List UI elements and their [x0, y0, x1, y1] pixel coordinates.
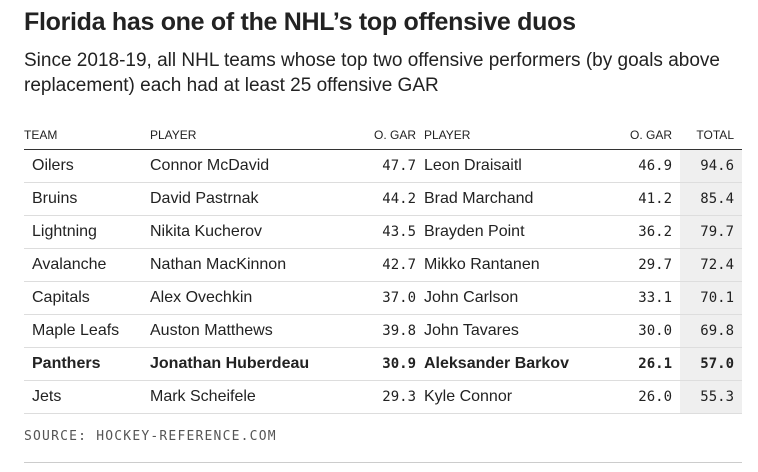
duos-table: TEAM PLAYER O. GAR PLAYER O. GAR TOTAL O…	[24, 126, 742, 414]
gar-1-cell: 43.5	[356, 215, 424, 249]
header-player-1: PLAYER	[150, 126, 356, 150]
gar-2-cell: 36.2	[622, 215, 680, 249]
table-body: Oilers Connor McDavid 47.7 Leon Draisaitl 46…	[24, 149, 742, 414]
player-1-cell: Nathan MacKinnon	[150, 248, 356, 282]
total-cell: 85.4	[680, 182, 742, 216]
table-row: Lightning Nikita Kucherov 43.5 Brayden Poin…	[24, 215, 742, 249]
gar-2-cell: 41.2	[622, 182, 680, 216]
gar-1-cell: 47.7	[356, 149, 424, 183]
team-cell: Capitals	[24, 281, 150, 315]
gar-2-cell: 29.7	[622, 248, 680, 282]
player-2-cell: John Tavares	[424, 314, 622, 348]
player-2-cell: Brayden Point	[424, 215, 622, 249]
team-cell: Panthers	[24, 347, 150, 381]
header-gar-2: O. GAR	[622, 126, 680, 150]
source-note: SOURCE: HOCKEY-REFERENCE.COM	[24, 429, 277, 444]
player-2-cell: Brad Marchand	[424, 182, 622, 216]
table-row: Capitals Alex Ovechkin 37.0 John Carlson 33.…	[24, 281, 742, 315]
table-row: Maple Leafs Auston Matthews 39.8 John Tavar…	[24, 314, 742, 348]
header-gar-1: O. GAR	[356, 126, 424, 150]
team-cell: Oilers	[24, 149, 150, 183]
team-cell: Jets	[24, 380, 150, 414]
player-1-cell: Auston Matthews	[150, 314, 356, 348]
table-row: Jets Mark Scheifele 29.3 Kyle Connor 26.0 55.…	[24, 380, 742, 414]
chart-title: Florida has one of the NHL’s top offensi…	[24, 8, 576, 36]
total-cell: 70.1	[680, 281, 742, 315]
table-row: Bruins David Pastrnak 44.2 Brad Marchand 41.…	[24, 182, 742, 216]
header-total: TOTAL	[680, 126, 742, 150]
gar-1-cell: 30.9	[356, 347, 424, 381]
player-2-cell: John Carlson	[424, 281, 622, 315]
player-1-cell: Nikita Kucherov	[150, 215, 356, 249]
player-1-cell: David Pastrnak	[150, 182, 356, 216]
player-2-cell: Mikko Rantanen	[424, 248, 622, 282]
player-2-cell: Kyle Connor	[424, 380, 622, 414]
table-row: Panthers Jonathan Huberdeau 30.9 Aleksander…	[24, 347, 742, 381]
team-cell: Avalanche	[24, 248, 150, 282]
gar-2-cell: 26.1	[622, 347, 680, 381]
player-1-cell: Connor McDavid	[150, 149, 356, 183]
header-player-2: PLAYER	[424, 126, 622, 150]
player-2-cell: Aleksander Barkov	[424, 347, 622, 381]
gar-1-cell: 44.2	[356, 182, 424, 216]
team-cell: Bruins	[24, 182, 150, 216]
player-1-cell: Jonathan Huberdeau	[150, 347, 356, 381]
gar-1-cell: 42.7	[356, 248, 424, 282]
total-cell: 55.3	[680, 380, 742, 414]
gar-2-cell: 46.9	[622, 149, 680, 183]
team-cell: Lightning	[24, 215, 150, 249]
total-cell: 79.7	[680, 215, 742, 249]
table-row: Avalanche Nathan MacKinnon 42.7 Mikko Ranta…	[24, 248, 742, 282]
player-1-cell: Mark Scheifele	[150, 380, 356, 414]
gar-1-cell: 37.0	[356, 281, 424, 315]
gar-2-cell: 26.0	[622, 380, 680, 414]
header-row: TEAM PLAYER O. GAR PLAYER O. GAR TOTAL	[24, 126, 742, 150]
table-row: Oilers Connor McDavid 47.7 Leon Draisaitl 46…	[24, 149, 742, 183]
player-1-cell: Alex Ovechkin	[150, 281, 356, 315]
gar-2-cell: 30.0	[622, 314, 680, 348]
chart-subtitle: Since 2018-19, all NHL teams whose top t…	[24, 50, 720, 96]
gar-1-cell: 29.3	[356, 380, 424, 414]
bottom-divider	[24, 462, 742, 463]
team-cell: Maple Leafs	[24, 314, 150, 348]
gar-1-cell: 39.8	[356, 314, 424, 348]
total-cell: 69.8	[680, 314, 742, 348]
total-cell: 72.4	[680, 248, 742, 282]
total-cell: 57.0	[680, 347, 742, 381]
total-cell: 94.6	[680, 149, 742, 183]
gar-2-cell: 33.1	[622, 281, 680, 315]
player-2-cell: Leon Draisaitl	[424, 149, 622, 183]
header-team: TEAM	[24, 126, 150, 150]
